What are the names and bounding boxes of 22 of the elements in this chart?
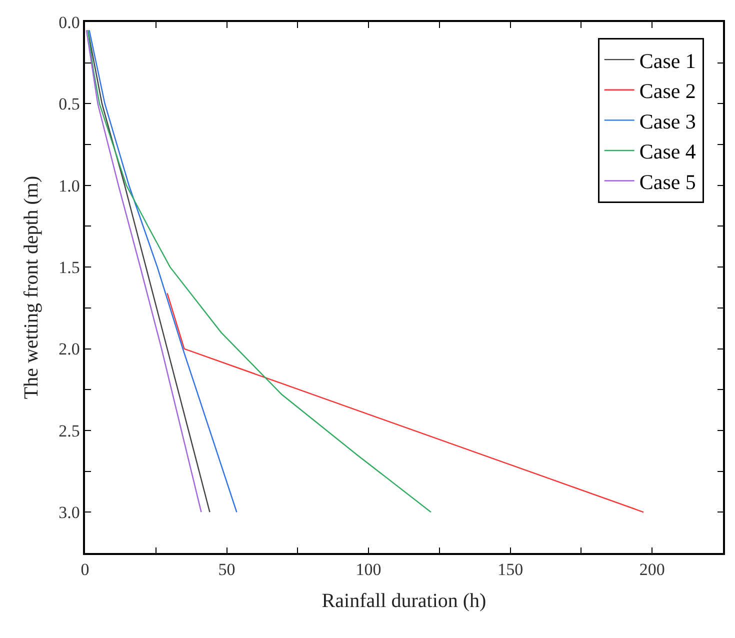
line-series: [166, 292, 644, 513]
x-tick-label: 50: [218, 560, 236, 580]
y-tick-label: 2.5: [58, 421, 80, 440]
text: 0.0: [58, 12, 80, 32]
x-axis-title: Rainfall duration (h): [322, 590, 486, 612]
y-tick-label: 2.0: [58, 340, 80, 359]
legend-label: Case 1: [639, 48, 696, 73]
line-series: [88, 30, 238, 513]
legend-label: Case 3: [639, 109, 696, 134]
legend-label: Case 4: [639, 140, 696, 164]
x-tick-label: 100: [356, 560, 382, 580]
line-series: [87, 30, 432, 513]
y-axis-title: The wetting front depth (m): [20, 176, 43, 400]
legend-label: Case 2: [639, 79, 696, 104]
x-tick-label: 0: [80, 560, 90, 580]
legend-label: Case 5: [639, 170, 696, 194]
y-tick-label: 1.0: [58, 176, 80, 196]
x-tick-label: 200: [639, 560, 665, 580]
x-tick-label: 150: [498, 560, 524, 580]
y-tick-label: 0.5: [58, 94, 80, 114]
y-tick-label: 3.0: [58, 503, 80, 522]
y-tick-label: 1.5: [58, 258, 80, 278]
